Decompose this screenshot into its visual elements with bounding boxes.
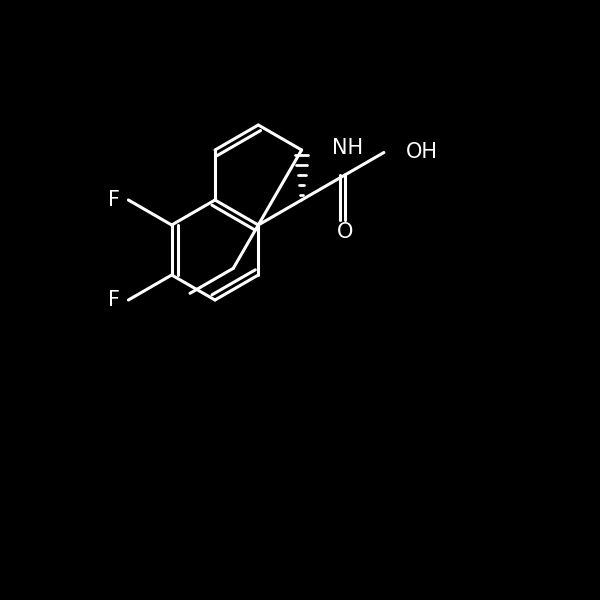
Text: O: O <box>337 222 353 242</box>
Text: F: F <box>109 290 121 310</box>
Text: F: F <box>109 190 121 210</box>
Text: OH: OH <box>406 142 438 163</box>
Text: NH: NH <box>332 138 363 158</box>
